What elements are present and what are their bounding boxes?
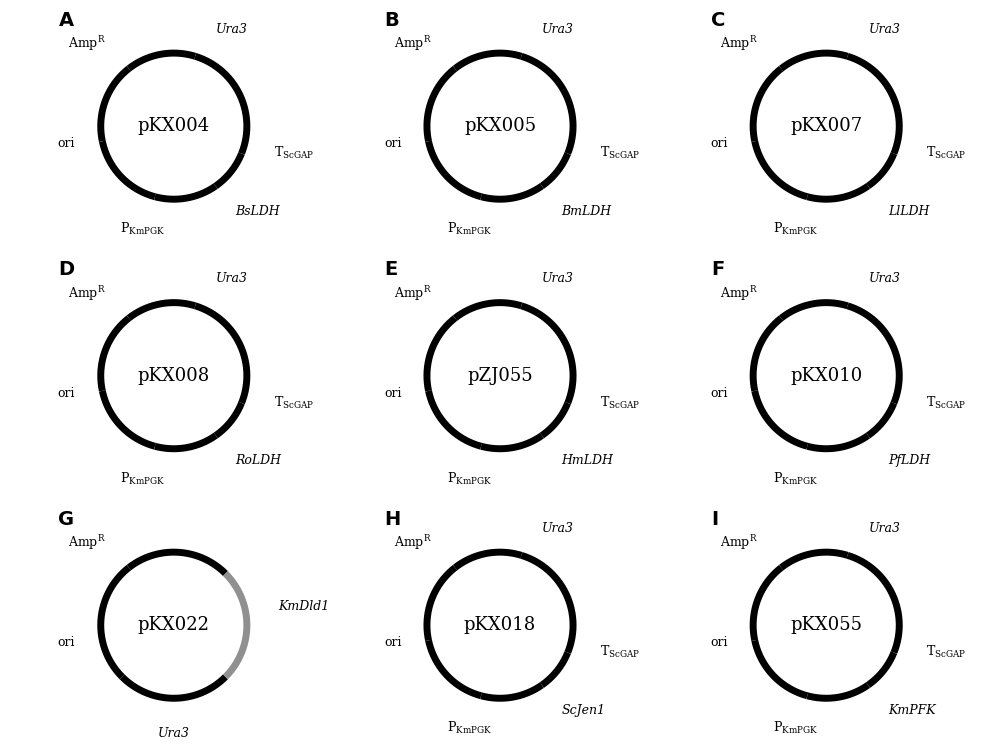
Text: LlLDH: LlLDH: [888, 205, 929, 218]
Text: Ura3: Ura3: [868, 272, 900, 285]
Text: T$_{\mathregular{ScGAP}}$: T$_{\mathregular{ScGAP}}$: [600, 644, 640, 660]
Text: Amp$^{\mathregular{R}}$: Amp$^{\mathregular{R}}$: [394, 284, 432, 302]
Text: Ura3: Ura3: [216, 272, 248, 285]
Text: E: E: [385, 260, 398, 279]
Text: pKX005: pKX005: [464, 117, 536, 135]
Text: P$_{\mathregular{KmPGK}}$: P$_{\mathregular{KmPGK}}$: [447, 720, 492, 736]
Text: Amp$^{\mathregular{R}}$: Amp$^{\mathregular{R}}$: [68, 533, 106, 552]
Text: D: D: [58, 260, 75, 279]
Text: pKX004: pKX004: [138, 117, 210, 135]
Text: Ura3: Ura3: [868, 522, 900, 535]
Text: F: F: [711, 260, 724, 279]
Text: A: A: [58, 11, 74, 30]
Text: pKX018: pKX018: [464, 616, 536, 634]
Text: T$_{\mathregular{ScGAP}}$: T$_{\mathregular{ScGAP}}$: [274, 395, 314, 411]
Text: pKX010: pKX010: [790, 367, 862, 385]
Text: P$_{\mathregular{KmPGK}}$: P$_{\mathregular{KmPGK}}$: [447, 471, 492, 487]
Text: Amp$^{\mathregular{R}}$: Amp$^{\mathregular{R}}$: [394, 533, 432, 552]
Text: BmLDH: BmLDH: [562, 205, 612, 218]
Text: ori: ori: [710, 387, 728, 399]
Text: Ura3: Ura3: [158, 727, 190, 740]
Text: Ura3: Ura3: [216, 23, 248, 35]
Text: H: H: [385, 510, 401, 529]
Text: Ura3: Ura3: [542, 23, 574, 35]
Text: ori: ori: [710, 137, 728, 150]
Text: ori: ori: [384, 387, 402, 399]
Text: P$_{\mathregular{KmPGK}}$: P$_{\mathregular{KmPGK}}$: [773, 471, 818, 487]
Text: B: B: [385, 11, 399, 30]
Text: T$_{\mathregular{ScGAP}}$: T$_{\mathregular{ScGAP}}$: [926, 395, 967, 411]
Text: P$_{\mathregular{KmPGK}}$: P$_{\mathregular{KmPGK}}$: [773, 720, 818, 736]
Text: Amp$^{\mathregular{R}}$: Amp$^{\mathregular{R}}$: [68, 34, 106, 53]
Text: ori: ori: [384, 137, 402, 150]
Text: C: C: [711, 11, 725, 30]
Text: ori: ori: [58, 137, 75, 150]
Text: pKX008: pKX008: [138, 367, 210, 385]
Text: T$_{\mathregular{ScGAP}}$: T$_{\mathregular{ScGAP}}$: [926, 145, 967, 161]
Text: ScJen1: ScJen1: [562, 704, 606, 717]
Text: T$_{\mathregular{ScGAP}}$: T$_{\mathregular{ScGAP}}$: [926, 644, 967, 660]
Text: ori: ori: [58, 387, 75, 399]
Text: T$_{\mathregular{ScGAP}}$: T$_{\mathregular{ScGAP}}$: [600, 395, 640, 411]
Text: G: G: [58, 510, 75, 529]
Text: P$_{\mathregular{KmPGK}}$: P$_{\mathregular{KmPGK}}$: [447, 221, 492, 238]
Text: T$_{\mathregular{ScGAP}}$: T$_{\mathregular{ScGAP}}$: [274, 145, 314, 161]
Text: Ura3: Ura3: [542, 272, 574, 285]
Text: PfLDH: PfLDH: [888, 454, 930, 468]
Text: Amp$^{\mathregular{R}}$: Amp$^{\mathregular{R}}$: [394, 34, 432, 53]
Text: KmPFK: KmPFK: [888, 704, 935, 717]
Text: Ura3: Ura3: [868, 23, 900, 35]
Text: P$_{\mathregular{KmPGK}}$: P$_{\mathregular{KmPGK}}$: [120, 221, 165, 238]
Text: P$_{\mathregular{KmPGK}}$: P$_{\mathregular{KmPGK}}$: [773, 221, 818, 238]
Text: T$_{\mathregular{ScGAP}}$: T$_{\mathregular{ScGAP}}$: [600, 145, 640, 161]
Text: Amp$^{\mathregular{R}}$: Amp$^{\mathregular{R}}$: [720, 284, 758, 302]
Text: pKX055: pKX055: [790, 616, 862, 634]
Text: Amp$^{\mathregular{R}}$: Amp$^{\mathregular{R}}$: [68, 284, 106, 302]
Text: HmLDH: HmLDH: [562, 454, 613, 468]
Text: I: I: [711, 510, 718, 529]
Text: pKX022: pKX022: [138, 616, 210, 634]
Text: P$_{\mathregular{KmPGK}}$: P$_{\mathregular{KmPGK}}$: [120, 471, 165, 487]
Text: BsLDH: BsLDH: [235, 205, 280, 218]
Text: pZJ055: pZJ055: [467, 367, 533, 385]
Text: RoLDH: RoLDH: [235, 454, 281, 468]
Text: Amp$^{\mathregular{R}}$: Amp$^{\mathregular{R}}$: [720, 34, 758, 53]
Text: pKX007: pKX007: [790, 117, 862, 135]
Text: Amp$^{\mathregular{R}}$: Amp$^{\mathregular{R}}$: [720, 533, 758, 552]
Text: ori: ori: [710, 636, 728, 649]
Text: KmDld1: KmDld1: [278, 600, 329, 614]
Text: ori: ori: [58, 636, 75, 649]
Text: ori: ori: [384, 636, 402, 649]
Text: Ura3: Ura3: [542, 522, 574, 535]
